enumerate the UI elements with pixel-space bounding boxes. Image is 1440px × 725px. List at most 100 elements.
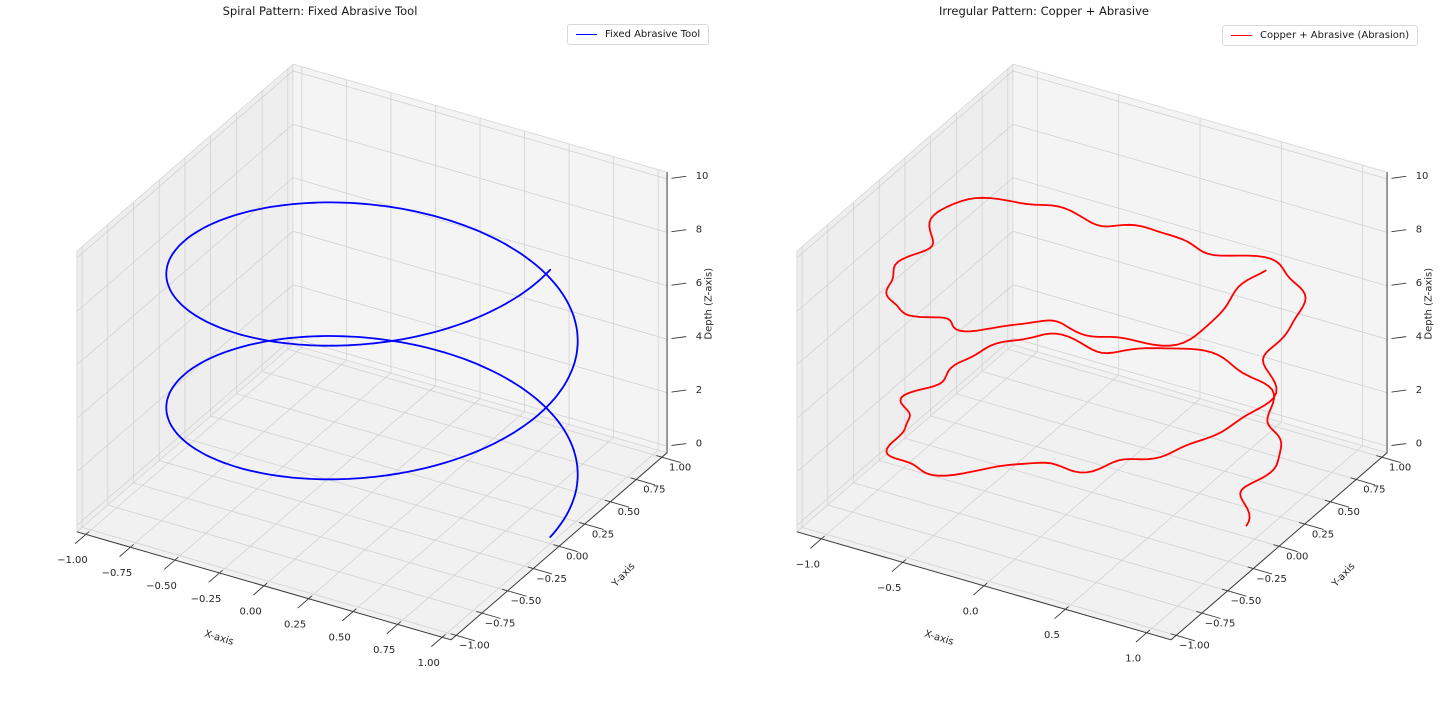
- z-tick: [1391, 282, 1407, 286]
- x-tick: [1135, 629, 1151, 643]
- grid-wall-z-right: [1012, 284, 1388, 394]
- x-tick-label: −1.00: [57, 555, 88, 566]
- x-axis-label: X-axis: [923, 629, 955, 648]
- z-tick: [671, 443, 687, 446]
- y-tick: [1273, 544, 1298, 553]
- y-tick: [1324, 499, 1350, 508]
- y-tick-label: 0.00: [1286, 552, 1308, 563]
- grid-wall-z-left: [796, 123, 1014, 312]
- y-tick: [1196, 611, 1221, 619]
- z-tick-label: 6: [1416, 278, 1422, 289]
- grid-wall-z-left: [76, 123, 294, 312]
- y-tick-label: −0.75: [1205, 618, 1236, 629]
- y-tick-label: −0.25: [1256, 574, 1287, 585]
- y-tick: [450, 633, 476, 642]
- z-tick-label: 8: [696, 225, 702, 236]
- grid-floor-y: [210, 415, 585, 525]
- z-axis-label: Depth (Z-axis): [703, 268, 714, 340]
- grid-wall-z-left: [796, 284, 1014, 473]
- y-tick-label: 0.00: [566, 552, 588, 563]
- x-tick-label: 0.5: [1044, 630, 1060, 641]
- x-tick: [297, 595, 313, 609]
- y-tick: [1299, 521, 1324, 530]
- y-tick: [579, 521, 604, 530]
- x-tick-label: 0.00: [239, 607, 261, 618]
- grid-wall-z-right: [292, 337, 668, 447]
- z-tick: [671, 389, 687, 393]
- y-tick: [1247, 566, 1273, 575]
- y-tick: [604, 499, 630, 508]
- grid-floor-y: [184, 437, 560, 547]
- legend-line-sample-blue: [576, 34, 597, 35]
- grid-floor-y: [107, 504, 483, 614]
- y-tick: [1170, 633, 1196, 642]
- y-tick-label: 0.50: [1338, 507, 1360, 518]
- grid-floor-y: [1007, 348, 1383, 458]
- grid-floor-y: [81, 526, 457, 636]
- y-tick-label: 0.25: [1312, 529, 1334, 540]
- grid-floor-y: [853, 482, 1228, 592]
- grid-wall-z-right: [1012, 337, 1388, 447]
- z-tick: [1391, 175, 1407, 179]
- x-tick: [119, 544, 134, 557]
- left-legend: Fixed Abrasive Tool: [567, 24, 710, 45]
- grid-wall-z-left: [796, 70, 1014, 259]
- z-tick: [1391, 443, 1407, 446]
- z-tick: [671, 175, 687, 179]
- y-tick: [553, 544, 578, 553]
- left-chart-title: Spiral Pattern: Fixed Abrasive Tool: [222, 4, 418, 18]
- grid-floor-y: [879, 460, 1254, 569]
- grid-wall-z-left: [796, 337, 1014, 526]
- y-tick-label: 0.75: [643, 485, 665, 496]
- y-tick-label: −1.00: [459, 641, 490, 652]
- x-tick: [341, 608, 357, 622]
- grid-floor-y: [801, 526, 1177, 636]
- grid-floor-y: [287, 348, 663, 458]
- grid-wall-z-right: [1012, 123, 1388, 233]
- x-tick: [1054, 606, 1069, 619]
- y-tick-label: −0.50: [511, 596, 542, 607]
- y-tick-label: −0.75: [485, 618, 516, 629]
- grid-wall-z-left: [796, 230, 1014, 419]
- x-tick: [208, 569, 223, 583]
- y-tick-label: 0.75: [1363, 485, 1385, 496]
- x-axis-label: X-axis: [203, 629, 235, 648]
- z-tick: [1391, 336, 1407, 340]
- x-tick: [386, 621, 402, 635]
- grid-wall-z-right: [292, 284, 668, 394]
- y-axis-label: Y-axis: [1329, 561, 1357, 590]
- z-tick-label: 10: [696, 171, 709, 182]
- right-plot: −1.0 −0.5 0.0 0.5 1.0 −1.00 −0.75 −0.50 −0.25 0.0…: [796, 63, 1434, 665]
- series-line-copper-abrasive-abrasion-: [885, 196, 1307, 527]
- grid-wall-z-left: [76, 70, 294, 259]
- x-tick: [74, 531, 90, 545]
- z-tick: [671, 282, 687, 286]
- series-line-fixed-abrasive-tool: [165, 201, 579, 538]
- x-tick: [810, 535, 825, 549]
- grid-wall-z-left: [76, 337, 294, 526]
- x-tick-label: 0.25: [284, 620, 306, 631]
- y-tick: [630, 477, 656, 486]
- x-tick: [252, 582, 268, 596]
- grid-floor-y: [930, 415, 1305, 525]
- y-tick: [656, 455, 681, 464]
- grid-floor-y: [236, 393, 611, 503]
- grid-wall-z-right: [1012, 177, 1388, 287]
- grid-floor-y: [981, 371, 1357, 480]
- z-tick-label: 8: [1416, 225, 1422, 236]
- grid-floor-y: [904, 437, 1280, 547]
- grid-wall-z-left: [796, 177, 1014, 366]
- x-tick-label: −0.25: [191, 594, 222, 605]
- z-tick-label: 6: [696, 278, 702, 289]
- y-tick: [1376, 455, 1401, 464]
- x-tick-label: 1.0: [1125, 654, 1141, 665]
- z-tick-label: 0: [1416, 438, 1422, 449]
- right-chart-title: Irregular Pattern: Copper + Abrasive: [938, 4, 1149, 18]
- z-tick-label: 2: [696, 385, 702, 396]
- z-tick-label: 4: [1416, 332, 1422, 343]
- x-tick: [891, 559, 907, 573]
- y-tick-label: 0.25: [592, 529, 614, 540]
- z-axis-label: Depth (Z-axis): [1423, 268, 1434, 340]
